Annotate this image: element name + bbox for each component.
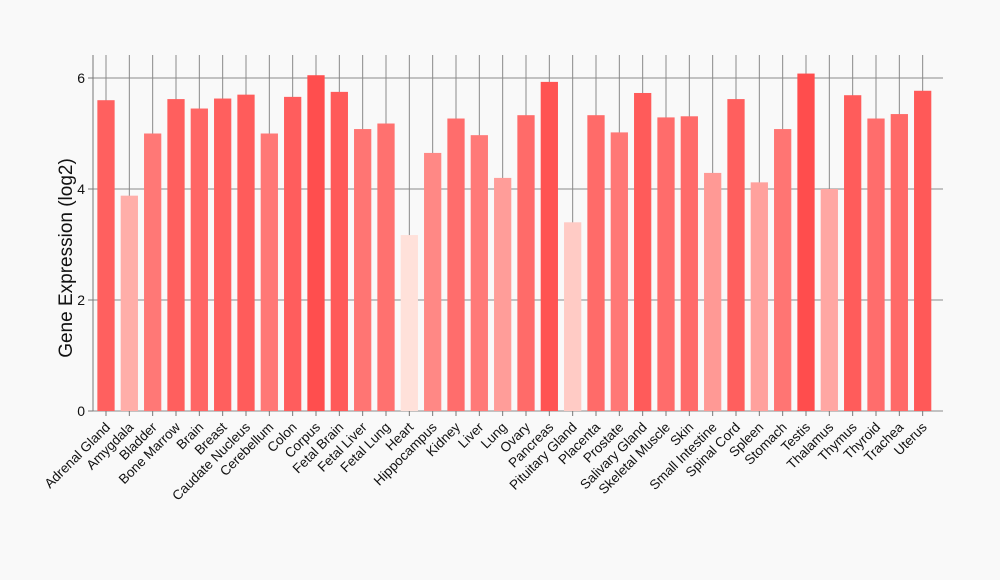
- bar: [237, 94, 255, 412]
- bar: [634, 92, 652, 412]
- bar: [354, 129, 372, 411]
- bar: [680, 116, 698, 412]
- y-tick-label: 0: [77, 403, 85, 419]
- bar: [307, 75, 325, 411]
- bar: [844, 95, 862, 411]
- y-tick-label: 2: [77, 292, 85, 308]
- bar: [587, 115, 605, 411]
- y-axis-label: Gene Expression (log2): [56, 158, 77, 358]
- bar: [97, 100, 115, 411]
- bar: [190, 108, 208, 412]
- y-tick-label: 4: [77, 181, 85, 197]
- bar: [447, 118, 465, 411]
- bar: [424, 152, 442, 412]
- bar: [330, 91, 348, 411]
- bar: [750, 182, 768, 411]
- bar: [867, 118, 885, 411]
- bar: [704, 172, 722, 411]
- bar: [260, 133, 278, 411]
- bar: [564, 222, 582, 411]
- bar: [657, 117, 675, 411]
- y-axis: 0 2 4 6: [77, 55, 94, 419]
- bar: [214, 98, 232, 411]
- bars: [97, 73, 932, 412]
- bar: [470, 135, 488, 412]
- y-tick-label: 6: [77, 70, 85, 86]
- bar: [774, 129, 792, 411]
- bar: [494, 177, 512, 411]
- bar: [797, 73, 815, 411]
- bar: [400, 235, 418, 411]
- bar: [610, 132, 628, 411]
- bar: [517, 115, 535, 411]
- bar: [284, 96, 302, 412]
- bar: [167, 99, 185, 411]
- bar: [377, 123, 395, 411]
- bar: [727, 99, 745, 411]
- bar: [540, 81, 558, 411]
- bar: [144, 133, 162, 411]
- bar: [890, 114, 908, 411]
- bar: [120, 195, 138, 411]
- bar: [914, 90, 932, 411]
- bar: [820, 189, 838, 411]
